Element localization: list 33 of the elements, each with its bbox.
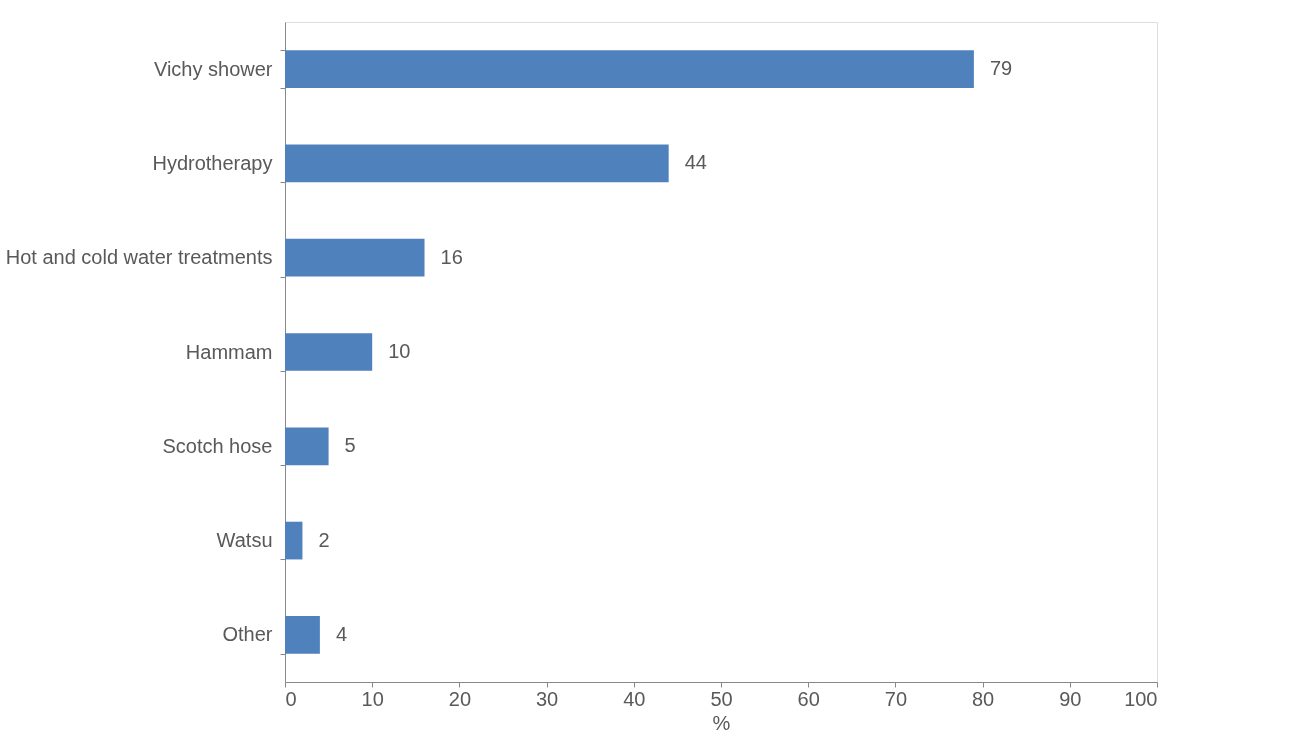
x-axis-title: % bbox=[712, 711, 731, 734]
bar bbox=[285, 238, 425, 277]
data-label: 16 bbox=[440, 245, 463, 268]
bar bbox=[285, 144, 669, 183]
x-tick-label: 70 bbox=[884, 687, 908, 710]
x-tick-label: 10 bbox=[361, 687, 384, 710]
x-tick-label: 0 bbox=[285, 687, 297, 710]
data-label: 10 bbox=[388, 340, 411, 362]
y-tick-label: Hot and cold water treatments bbox=[5, 246, 273, 269]
bar bbox=[285, 521, 303, 560]
data-label: 44 bbox=[684, 151, 707, 174]
data-label: 79 bbox=[989, 57, 1013, 80]
y-tick-label: Watsu bbox=[216, 529, 273, 552]
x-tick-label: 100 bbox=[1124, 687, 1158, 710]
y-tick-label: Vichy shower bbox=[153, 57, 273, 80]
x-tick-label: 60 bbox=[797, 687, 820, 710]
data-label: 5 bbox=[344, 434, 356, 457]
y-tick-label: Hammam bbox=[185, 340, 273, 363]
y-tick-label: Scotch hose bbox=[162, 434, 273, 457]
x-tick-label: 20 bbox=[448, 687, 472, 710]
x-tick-label: 90 bbox=[1059, 687, 1082, 710]
y-tick-label: Hydrotherapy bbox=[152, 151, 273, 174]
data-label: 2 bbox=[318, 528, 330, 551]
bar bbox=[285, 50, 974, 88]
y-tick-label: Other bbox=[222, 623, 273, 646]
x-tick-label: 50 bbox=[710, 687, 733, 710]
data-label: 4 bbox=[335, 622, 348, 645]
x-tick-label: 80 bbox=[971, 687, 995, 710]
x-tick-label: 40 bbox=[623, 687, 646, 710]
bar bbox=[285, 427, 329, 466]
bar bbox=[285, 333, 373, 371]
bar bbox=[285, 616, 320, 654]
x-tick-label: 30 bbox=[535, 687, 559, 710]
